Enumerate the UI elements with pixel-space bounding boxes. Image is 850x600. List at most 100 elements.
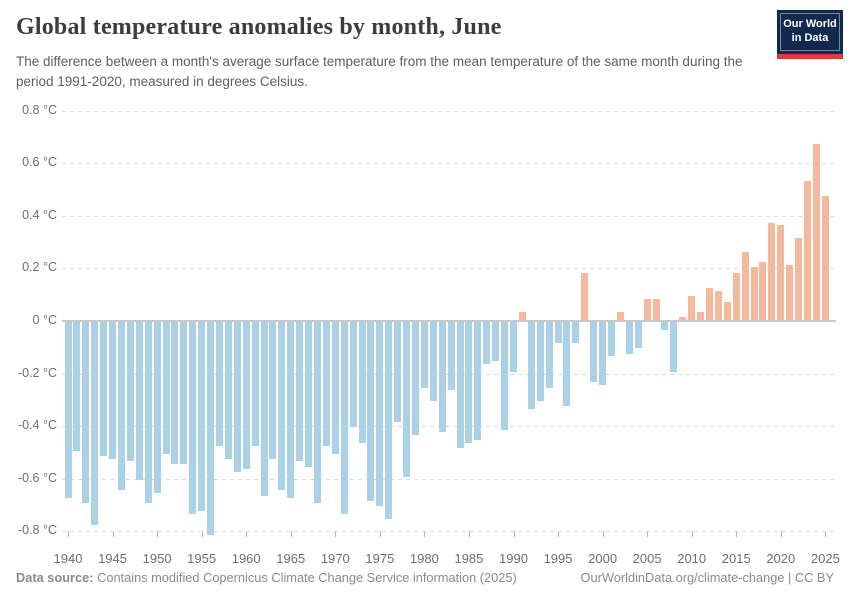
bar-2000[interactable] xyxy=(599,322,607,386)
bar-1989[interactable] xyxy=(501,322,509,430)
bar-2022[interactable] xyxy=(795,238,803,320)
bar-1949[interactable] xyxy=(144,322,152,504)
bar-1961[interactable] xyxy=(251,322,259,446)
bar-2023[interactable] xyxy=(804,180,812,320)
bar-1941[interactable] xyxy=(73,322,81,451)
bar-2008[interactable] xyxy=(670,322,678,372)
bar-2024[interactable] xyxy=(812,143,820,320)
bar-1973[interactable] xyxy=(358,322,366,443)
bar-1994[interactable] xyxy=(545,322,553,388)
bar-1976[interactable] xyxy=(385,322,393,520)
bar-1993[interactable] xyxy=(536,322,544,401)
bar-1962[interactable] xyxy=(260,322,268,496)
bar-1963[interactable] xyxy=(269,322,277,459)
bar-1972[interactable] xyxy=(349,322,357,428)
bar-1997[interactable] xyxy=(572,322,580,344)
x-axis-tick xyxy=(379,531,381,537)
bar-1948[interactable] xyxy=(135,322,143,480)
bar-2012[interactable] xyxy=(706,288,714,320)
x-axis-tick xyxy=(558,531,560,537)
bar-1957[interactable] xyxy=(215,322,223,446)
bar-2009[interactable] xyxy=(679,317,687,320)
bar-1987[interactable] xyxy=(483,322,491,365)
bar-1967[interactable] xyxy=(305,322,313,467)
bar-1988[interactable] xyxy=(492,322,500,362)
bar-1991[interactable] xyxy=(518,312,526,320)
bar-1959[interactable] xyxy=(233,322,241,472)
bar-1990[interactable] xyxy=(510,322,517,372)
bar-1966[interactable] xyxy=(296,322,304,462)
bar-1974[interactable] xyxy=(367,322,375,501)
bar-1954[interactable] xyxy=(189,322,197,514)
bar-1952[interactable] xyxy=(171,322,179,465)
bar-1950[interactable] xyxy=(153,322,161,493)
bar-1977[interactable] xyxy=(394,322,402,422)
bar-1979[interactable] xyxy=(411,322,419,436)
bar-1970[interactable] xyxy=(331,322,339,454)
x-axis-tick xyxy=(736,531,738,537)
bar-2010[interactable] xyxy=(688,296,696,320)
bar-2025[interactable] xyxy=(821,196,829,320)
bar-2006[interactable] xyxy=(652,298,660,320)
x-axis-tick xyxy=(647,531,649,537)
bar-1999[interactable] xyxy=(590,322,598,383)
bar-1984[interactable] xyxy=(456,322,464,449)
bar-1947[interactable] xyxy=(126,322,134,462)
bar-1958[interactable] xyxy=(224,322,232,459)
bar-1992[interactable] xyxy=(527,322,535,409)
bar-1940[interactable] xyxy=(64,322,72,499)
credit-link[interactable]: OurWorldinData.org/climate-change | CC B… xyxy=(580,570,834,585)
bar-2011[interactable] xyxy=(697,312,705,320)
x-axis-label-1975: 1975 xyxy=(365,551,395,566)
bar-1944[interactable] xyxy=(100,322,108,457)
bar-1969[interactable] xyxy=(322,322,330,446)
bar-1942[interactable] xyxy=(82,322,90,504)
bar-2003[interactable] xyxy=(625,322,633,354)
bar-1985[interactable] xyxy=(465,322,473,443)
bar-2020[interactable] xyxy=(777,225,785,320)
bar-2005[interactable] xyxy=(643,298,651,320)
bar-2019[interactable] xyxy=(768,222,776,320)
bar-1995[interactable] xyxy=(554,322,562,344)
bar-1955[interactable] xyxy=(198,322,206,512)
bar-1975[interactable] xyxy=(376,322,384,507)
x-axis-label-1985: 1985 xyxy=(454,551,484,566)
bar-1981[interactable] xyxy=(429,322,437,401)
x-axis-tick xyxy=(513,531,515,537)
bar-1982[interactable] xyxy=(438,322,446,433)
bar-1980[interactable] xyxy=(420,322,428,388)
bar-1945[interactable] xyxy=(109,322,117,459)
bar-1996[interactable] xyxy=(563,322,571,407)
bar-1971[interactable] xyxy=(340,322,348,514)
bar-2001[interactable] xyxy=(608,322,615,357)
owid-logo-line1: Our World xyxy=(783,18,837,31)
bar-2013[interactable] xyxy=(714,291,722,320)
bar-2014[interactable] xyxy=(723,301,731,320)
chart-subtitle: The difference between a month's average… xyxy=(16,54,743,89)
owid-logo[interactable]: Our World in Data xyxy=(777,10,843,59)
bar-2016[interactable] xyxy=(741,251,749,320)
bar-1986[interactable] xyxy=(474,322,482,441)
bar-2018[interactable] xyxy=(759,262,767,320)
x-axis-label-2000: 2000 xyxy=(588,551,618,566)
bar-1998[interactable] xyxy=(581,272,589,320)
bar-2002[interactable] xyxy=(616,312,624,320)
bar-2007[interactable] xyxy=(661,322,669,330)
x-axis-label-2010: 2010 xyxy=(677,551,707,566)
bar-2004[interactable] xyxy=(634,322,642,349)
bar-2021[interactable] xyxy=(786,264,794,320)
bar-1953[interactable] xyxy=(180,322,188,465)
bar-1960[interactable] xyxy=(242,322,250,470)
bar-2017[interactable] xyxy=(750,267,758,320)
bar-1956[interactable] xyxy=(207,322,215,536)
bar-1964[interactable] xyxy=(278,322,286,491)
bar-1978[interactable] xyxy=(403,322,411,478)
bar-1951[interactable] xyxy=(162,322,170,454)
bar-1968[interactable] xyxy=(313,322,321,504)
bar-1965[interactable] xyxy=(287,322,295,499)
bar-1943[interactable] xyxy=(91,322,99,525)
bar-1983[interactable] xyxy=(447,322,455,391)
gridline-0.2 °C xyxy=(62,268,836,270)
bar-2015[interactable] xyxy=(732,272,740,320)
bar-1946[interactable] xyxy=(117,322,125,491)
